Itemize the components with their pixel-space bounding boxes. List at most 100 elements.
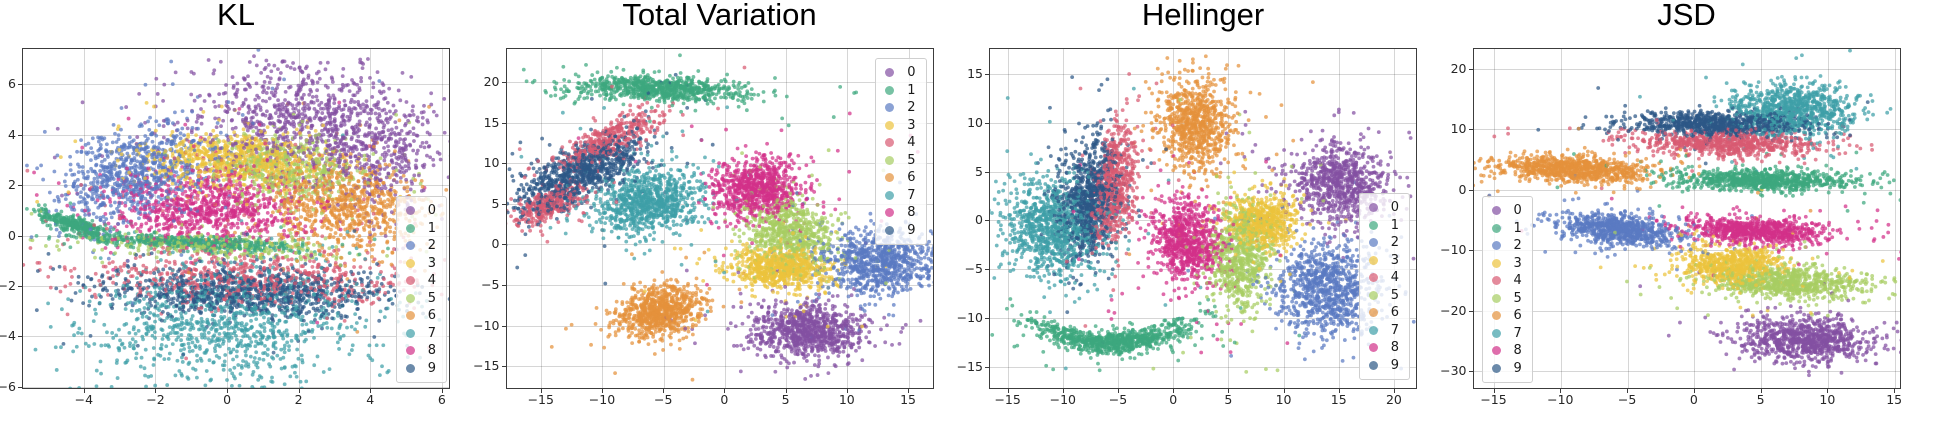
- x-tick-label: 15: [900, 392, 916, 407]
- x-tick-label: −5: [1108, 392, 1128, 407]
- x-tick-mark: [785, 389, 787, 393]
- legend-marker-icon: [1368, 343, 1378, 353]
- legend-label: 3: [1390, 252, 1399, 268]
- legend-entry: 1: [885, 82, 916, 100]
- legend-entry: 0: [1491, 202, 1522, 220]
- legend-marker-icon: [405, 223, 415, 233]
- y-tick-label: 15: [967, 66, 983, 82]
- legend-entry: 6: [1368, 304, 1399, 322]
- y-tick-mark: [985, 123, 989, 125]
- legend-entry: 3: [405, 255, 436, 273]
- x-tick-label: 0: [1689, 392, 1698, 407]
- legend-label: 4: [427, 273, 436, 289]
- legend-marker-icon: [885, 208, 895, 218]
- y-tick-mark: [1468, 129, 1473, 131]
- legend-entry: 3: [1491, 255, 1522, 273]
- x-tick-mark: [83, 389, 85, 393]
- y-tick-mark: [501, 325, 506, 327]
- x-tick-label: 15: [1886, 392, 1903, 407]
- x-tick-mark: [908, 389, 910, 393]
- legend-entry: 7: [1491, 325, 1522, 343]
- legend-marker-icon: [1368, 220, 1378, 230]
- legend-label: 6: [1513, 308, 1522, 324]
- panel-title: KL: [217, 0, 255, 32]
- legend-entry: 2: [405, 237, 436, 255]
- legend-marker-icon: [405, 346, 415, 356]
- legend-marker-icon: [1491, 346, 1501, 356]
- legend-entry: 5: [1491, 290, 1522, 308]
- legend-marker-icon: [405, 311, 415, 321]
- x-tick-mark: [1560, 389, 1562, 393]
- x-tick-mark: [1827, 389, 1829, 393]
- y-tick-mark: [18, 134, 22, 136]
- x-tick-mark: [1228, 389, 1230, 393]
- y-tick-label: −4: [0, 328, 16, 344]
- y-tick-mark: [985, 74, 989, 76]
- legend-label: 1: [1390, 217, 1399, 233]
- legend-marker-icon: [1491, 241, 1501, 251]
- legend-label: 1: [427, 220, 436, 236]
- legend-label: 1: [907, 82, 916, 98]
- legend-marker-icon: [1368, 203, 1378, 213]
- legend-entry: 7: [405, 325, 436, 343]
- legend-label: 8: [1390, 340, 1399, 356]
- legend-label: 0: [907, 65, 916, 81]
- x-tick-label: 15: [1330, 392, 1347, 407]
- x-tick-label: −10: [1547, 392, 1574, 407]
- y-tick-label: −5: [481, 277, 500, 292]
- x-tick-mark: [1338, 389, 1340, 393]
- legend-label: 7: [427, 325, 436, 341]
- legend-label: 8: [1513, 343, 1522, 359]
- x-tick-mark: [1493, 389, 1495, 393]
- legend-label: 5: [427, 290, 436, 306]
- y-tick-label: 0: [491, 236, 500, 252]
- legend-label: 8: [907, 205, 916, 221]
- legend-entry: 6: [1491, 307, 1522, 325]
- x-tick-label: −10: [1049, 392, 1077, 407]
- x-tick-label: −15: [1480, 392, 1507, 407]
- y-tick-mark: [985, 171, 989, 173]
- x-tick-mark: [370, 389, 372, 393]
- legend-label: 0: [1513, 203, 1522, 219]
- legend-marker-icon: [1491, 363, 1501, 373]
- x-tick-mark: [1062, 389, 1064, 393]
- x-tick-label: −15: [994, 392, 1021, 407]
- y-tick-mark: [18, 336, 22, 338]
- panel-title: Hellinger: [1141, 0, 1265, 32]
- panel-title: JSD: [1657, 0, 1716, 32]
- y-tick-label: −15: [956, 358, 983, 374]
- legend-marker-icon: [885, 138, 895, 148]
- x-tick-mark: [1393, 389, 1395, 393]
- legend-label: 6: [1390, 305, 1399, 321]
- y-tick-label: 0: [975, 212, 983, 228]
- y-tick-label: −10: [473, 317, 500, 333]
- legend-entry: 0: [405, 202, 436, 220]
- x-tick-label: −5: [1617, 392, 1637, 407]
- legend-marker-icon: [1368, 360, 1378, 370]
- x-tick-label: 10: [1275, 392, 1292, 407]
- legend-entry: 4: [1368, 269, 1399, 287]
- legend-entry: 0: [885, 64, 916, 82]
- legend-marker-icon: [1368, 308, 1378, 318]
- legend-label: 6: [427, 308, 436, 324]
- legend-entry: 5: [885, 152, 916, 170]
- legend-label: 0: [1390, 200, 1399, 216]
- y-tick-mark: [501, 163, 506, 165]
- x-tick-label: −15: [527, 392, 554, 407]
- legend-marker-icon: [1491, 206, 1501, 216]
- y-tick-label: −10: [956, 309, 983, 325]
- y-tick-mark: [18, 285, 22, 287]
- legend-entry: 9: [1491, 360, 1522, 378]
- legend-label: 7: [907, 187, 916, 203]
- x-tick-label: −10: [588, 392, 616, 407]
- legend-label: 3: [1513, 255, 1522, 271]
- y-tick-label: 2: [8, 177, 16, 193]
